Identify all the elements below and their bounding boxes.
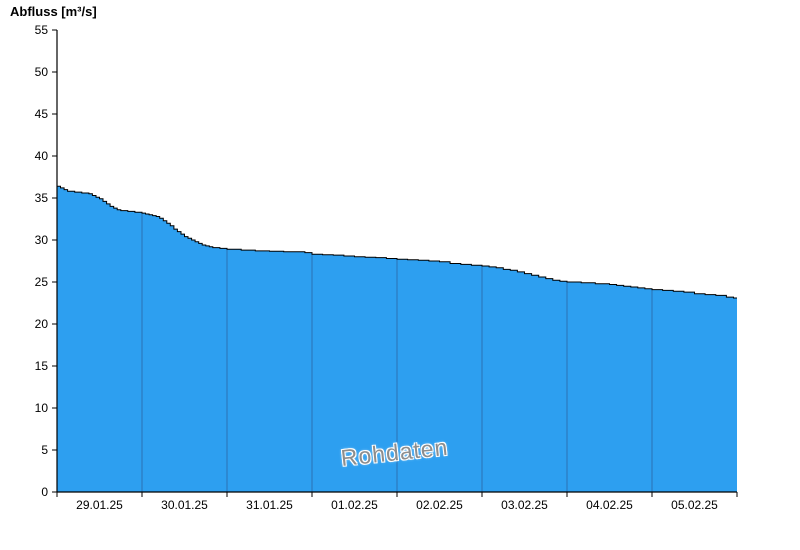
svg-text:25: 25 bbox=[35, 275, 49, 289]
svg-text:20: 20 bbox=[35, 317, 49, 331]
svg-text:55: 55 bbox=[35, 23, 49, 37]
svg-text:30.01.25: 30.01.25 bbox=[161, 498, 208, 512]
svg-text:30: 30 bbox=[35, 233, 49, 247]
svg-text:01.02.25: 01.02.25 bbox=[331, 498, 378, 512]
series-outline bbox=[57, 185, 737, 299]
svg-text:45: 45 bbox=[35, 107, 49, 121]
svg-text:15: 15 bbox=[35, 359, 49, 373]
svg-text:29.01.25: 29.01.25 bbox=[76, 498, 123, 512]
svg-text:02.02.25: 02.02.25 bbox=[416, 498, 463, 512]
svg-text:03.02.25: 03.02.25 bbox=[501, 498, 548, 512]
svg-text:35: 35 bbox=[35, 191, 49, 205]
y-axis-ticks: 0 5 10 15 20 25 30 35 40 45 50 55 bbox=[35, 23, 57, 499]
svg-text:40: 40 bbox=[35, 149, 49, 163]
svg-text:0: 0 bbox=[41, 485, 48, 499]
svg-text:04.02.25: 04.02.25 bbox=[586, 498, 633, 512]
y-axis-title: Abfluss [m³/s] bbox=[10, 4, 97, 19]
svg-text:31.01.25: 31.01.25 bbox=[246, 498, 293, 512]
svg-text:05.02.25: 05.02.25 bbox=[671, 498, 718, 512]
svg-text:10: 10 bbox=[35, 401, 49, 415]
svg-text:50: 50 bbox=[35, 65, 49, 79]
svg-text:5: 5 bbox=[41, 443, 48, 457]
x-axis-ticks: 29.01.25 30.01.25 31.01.25 01.02.25 02.02.25… bbox=[56, 492, 738, 512]
day-separator-lines bbox=[141, 213, 653, 492]
